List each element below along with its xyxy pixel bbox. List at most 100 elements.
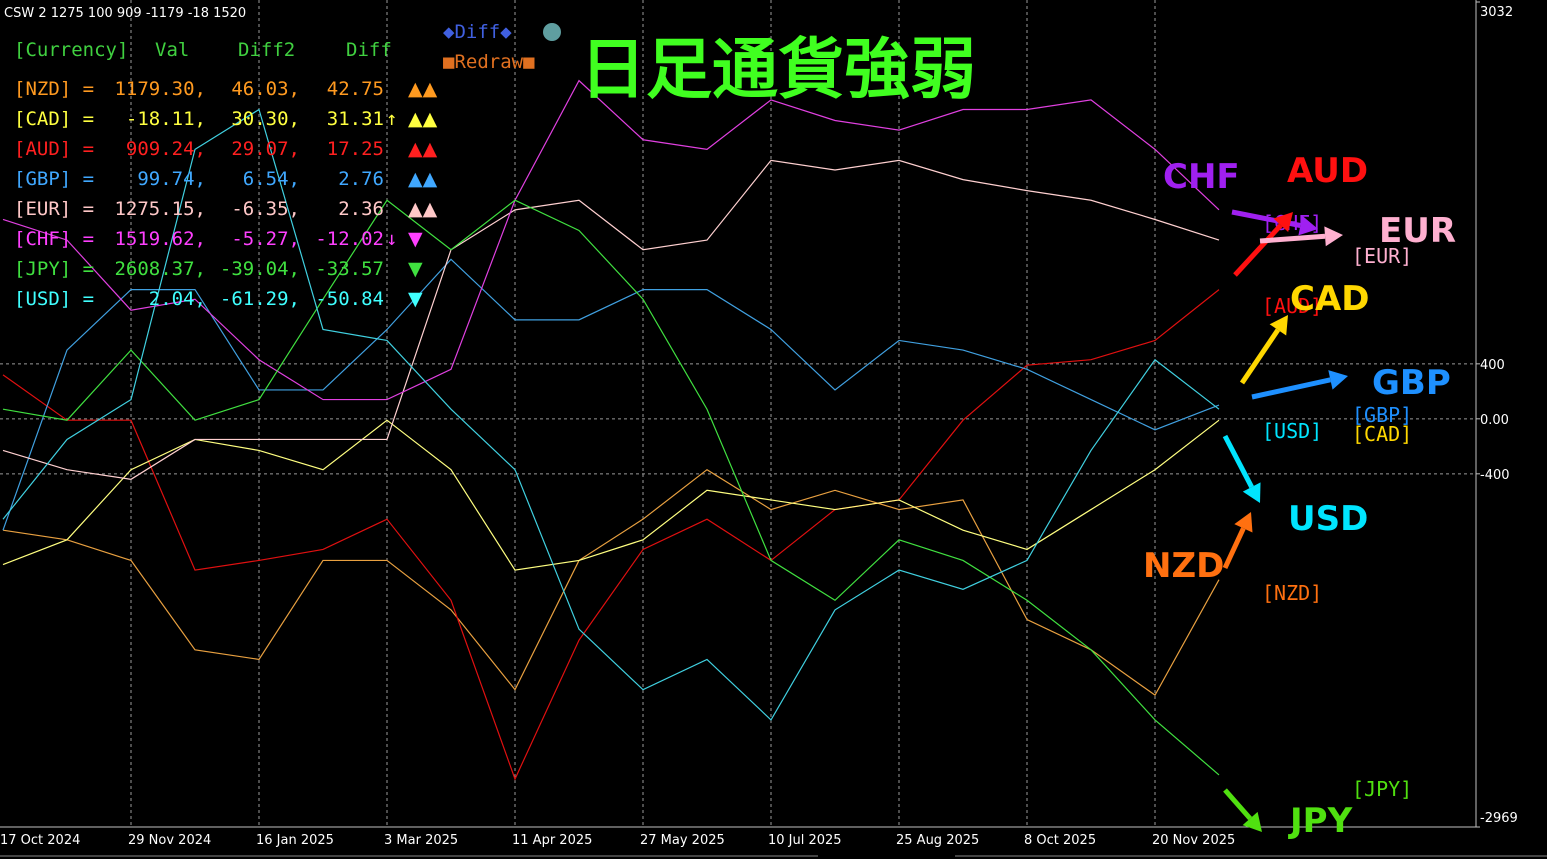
row-marks: ▲▲ xyxy=(408,108,438,130)
currency-label: CHF xyxy=(1163,157,1240,197)
row-diff: -12.02 xyxy=(315,228,384,250)
row-label: [NZD] = xyxy=(14,78,94,100)
x-tick-label: 20 Nov 2025 xyxy=(1152,833,1235,848)
y-tick-label: 0.00 xyxy=(1480,413,1509,428)
overlay: CSW 2 1275 100 909 -1179 -18 1520 日足通貨強弱… xyxy=(4,6,1456,841)
currency-bracket: [JPY] xyxy=(1352,777,1412,801)
y-tick-label: 400 xyxy=(1480,358,1505,373)
x-tick-label: 10 Jul 2025 xyxy=(768,833,842,848)
currency-label: AUD xyxy=(1287,151,1368,191)
x-tick-label: 27 May 2025 xyxy=(640,833,725,848)
row-marks: ▼ xyxy=(408,258,423,280)
panel-header: Diff2 xyxy=(238,39,295,61)
trend-arrow xyxy=(1223,788,1252,821)
trend-arrow-head xyxy=(1269,315,1288,336)
row-label: [EUR] = xyxy=(14,198,94,220)
row-diff2: -5.27, xyxy=(231,228,300,250)
chart-title: 日足通貨強弱 xyxy=(580,31,976,108)
series-line xyxy=(2,108,1220,721)
currency-label: GBP xyxy=(1372,363,1451,403)
row-diff2: 29.07, xyxy=(231,138,300,160)
redraw-button[interactable]: ■Redraw■ xyxy=(443,51,535,73)
row-diff: 2.76 xyxy=(338,168,384,190)
row-marks: ▲▲ xyxy=(408,138,438,160)
diff-button[interactable]: ◆Diff◆ xyxy=(443,21,512,43)
row-marks: ▲▲ xyxy=(408,168,438,190)
x-tick-label: 8 Oct 2025 xyxy=(1024,833,1096,848)
trend-arrow-head xyxy=(1328,370,1348,390)
row-val: 1179.30, xyxy=(114,78,206,100)
diff-indicator[interactable] xyxy=(543,23,561,41)
row-diff2: -61.29, xyxy=(220,288,300,310)
series-line xyxy=(2,419,1220,571)
currency-label: USD xyxy=(1288,499,1368,539)
row-diff2: 6.54, xyxy=(243,168,300,190)
x-tick-label: 29 Nov 2024 xyxy=(128,833,211,848)
x-tick-label: 17 Oct 2024 xyxy=(0,833,80,848)
row-diff2: -39.04, xyxy=(220,258,300,280)
row-val: 909.24, xyxy=(126,138,206,160)
series-line xyxy=(2,159,1220,480)
row-val: 1275.15, xyxy=(114,198,206,220)
x-tick-label: 11 Apr 2025 xyxy=(512,833,592,848)
trend-arrow-head xyxy=(1298,215,1318,236)
row-arrow: ↓ xyxy=(386,228,397,250)
row-diff2: 46.03, xyxy=(231,78,300,100)
trend-arrow xyxy=(1239,328,1280,385)
trend-arrow xyxy=(1259,233,1326,244)
row-val: 99.74, xyxy=(137,168,206,190)
trend-arrow xyxy=(1233,223,1283,277)
currency-label: NZD xyxy=(1143,546,1224,586)
row-val: 1519.62, xyxy=(114,228,206,250)
row-label: [GBP] = xyxy=(14,168,94,190)
currency-bracket: [USD] xyxy=(1262,419,1322,443)
trend-arrow xyxy=(1222,434,1254,489)
series-line xyxy=(2,199,1220,776)
row-label: [USD] = xyxy=(14,288,94,310)
row-val: 2.04, xyxy=(149,288,206,310)
grid: 3032 400 0.00 -400 -2969 17 Oct 2024 29 Nov 20… xyxy=(0,0,1518,848)
panel-header: Val xyxy=(155,39,189,61)
currency-bracket: [AUD] xyxy=(1262,294,1322,318)
row-diff2: -6.35, xyxy=(231,198,300,220)
lines xyxy=(2,79,1220,781)
x-tick-label: 16 Jan 2025 xyxy=(256,833,334,848)
row-label: [CHF] = xyxy=(14,228,94,250)
trend-arrow-head xyxy=(1242,811,1262,832)
row-diff: 42.75 xyxy=(327,78,384,100)
series-line xyxy=(2,468,1220,697)
row-val: -18.11, xyxy=(126,108,206,130)
x-tick-label: 25 Aug 2025 xyxy=(896,833,979,848)
trend-arrow-head xyxy=(1273,212,1293,233)
y-tick-label: -400 xyxy=(1480,468,1510,483)
currency-label: CAD xyxy=(1290,279,1370,319)
x-tick-label: 3 Mar 2025 xyxy=(384,833,458,848)
currency-label: EUR xyxy=(1379,211,1456,251)
row-marks: ▲▲ xyxy=(408,198,438,220)
row-marks: ▲▲ xyxy=(408,78,438,100)
trend-arrow-head xyxy=(1324,226,1343,247)
series-line xyxy=(2,258,1220,531)
currency-bracket: [CAD] xyxy=(1352,422,1412,446)
currency-label: JPY xyxy=(1288,801,1353,841)
row-diff2: 30.30, xyxy=(231,108,300,130)
trend-arrow-head xyxy=(1242,482,1261,503)
y-tick-label: -2969 xyxy=(1480,811,1518,826)
currency-bracket: [EUR] xyxy=(1352,244,1412,268)
row-diff: -33.57 xyxy=(315,258,384,280)
row-label: [CAD] = xyxy=(14,108,94,130)
row-label: [JPY] = xyxy=(14,258,94,280)
y-tick-label: 3032 xyxy=(1480,5,1513,20)
series-line xyxy=(2,289,1220,781)
trend-arrow xyxy=(1251,377,1331,400)
currency-bracket: [GBP] xyxy=(1352,403,1412,427)
row-arrow: ↑ xyxy=(386,108,397,130)
trend-arrow-head xyxy=(1234,512,1253,533)
row-diff: 17.25 xyxy=(327,138,384,160)
row-diff: 31.31 xyxy=(327,108,384,130)
panel-header: Diff xyxy=(346,39,392,61)
row-marks: ▼ xyxy=(408,228,423,250)
trend-arrow xyxy=(1222,527,1246,570)
row-label: [AUD] = xyxy=(14,138,94,160)
